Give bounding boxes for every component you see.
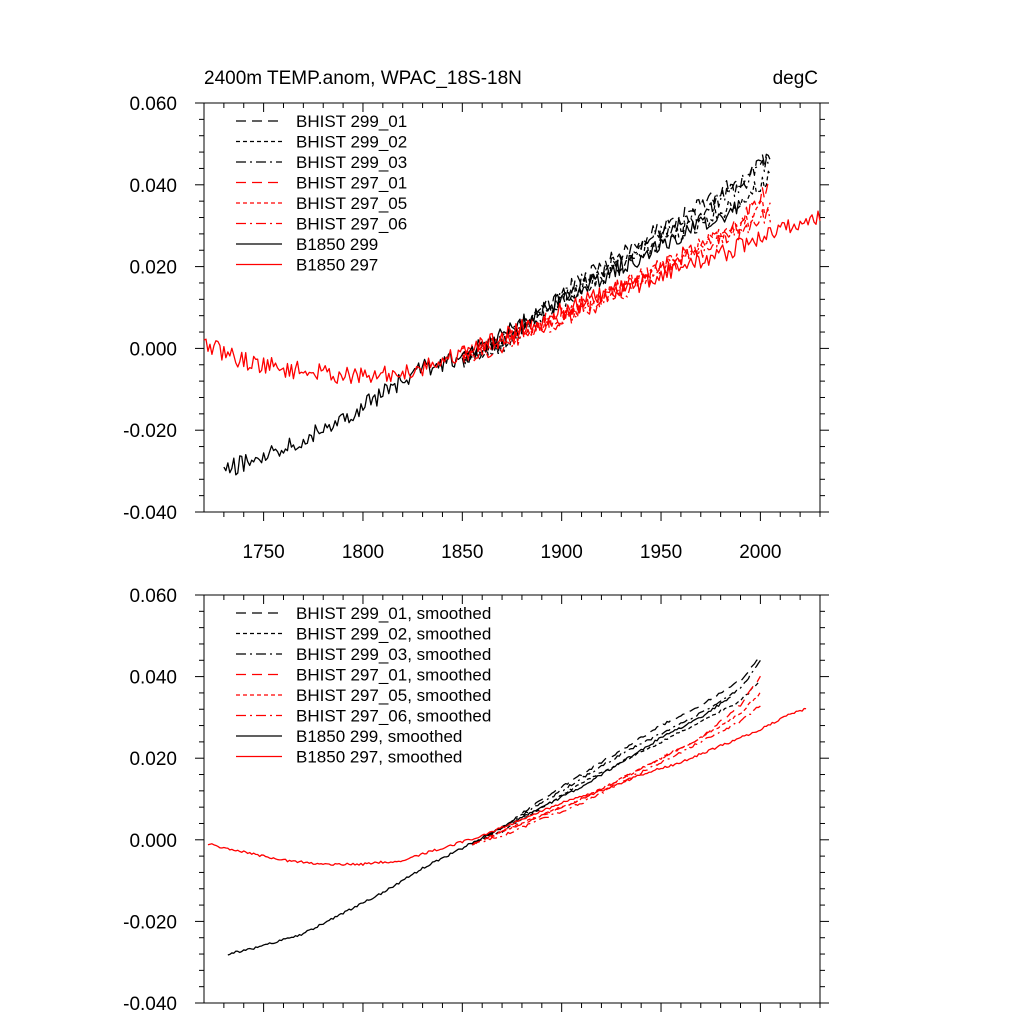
legend-label: BHIST 299_02 <box>296 133 407 152</box>
legend-label: BHIST 299_01 <box>296 112 407 131</box>
chart-title: 2400m TEMP.anom, WPAC_18S-18N <box>204 68 522 89</box>
y-tick-label: -0.020 <box>123 421 177 442</box>
series-line-3 <box>461 178 771 361</box>
legend-label: BHIST 297_01, smoothed <box>296 666 491 685</box>
legend-label: BHIST 299_01, smoothed <box>296 604 491 623</box>
legend-label: B1850 297 <box>296 256 378 275</box>
y-tick-label: -0.020 <box>123 912 177 933</box>
y-tick-label: -0.040 <box>123 503 177 524</box>
legend-label: BHIST 299_03, smoothed <box>296 645 491 664</box>
x-tick-label: 1800 <box>342 542 384 563</box>
x-tick-label: 1850 <box>441 542 483 563</box>
legend-label: BHIST 299_03 <box>296 153 407 172</box>
series-line-7 <box>203 210 821 384</box>
series-line-4 <box>471 691 761 846</box>
top-panel: 2400m TEMP.anom, WPAC_18S-18N degC 1750 180… <box>123 68 829 563</box>
y-tick-label: 0.040 <box>129 176 177 197</box>
series-line-5 <box>461 209 771 364</box>
series-line-2 <box>471 659 761 846</box>
series-line-5 <box>471 705 761 846</box>
bottom-panel: -0.040 -0.020 0.000 0.020 0.040 0.060 BHIST 29… <box>123 586 829 1015</box>
series-line-7 <box>207 707 807 866</box>
x-tick-label: 2000 <box>739 542 781 563</box>
units-label: degC <box>773 68 818 89</box>
y-tick-label: 0.000 <box>129 831 177 852</box>
y-tick-label: -0.040 <box>123 994 177 1015</box>
y-tick-label: 0.020 <box>129 258 177 279</box>
y-tick-label: 0.020 <box>129 749 177 770</box>
series-line-2 <box>461 157 771 369</box>
plot-frame <box>203 102 821 513</box>
y-tick-label: 0.040 <box>129 668 177 689</box>
legend-label: BHIST 297_01 <box>296 174 407 193</box>
legend-label: BHIST 297_06 <box>296 215 407 234</box>
series-line-3 <box>471 675 761 846</box>
legend-label: BHIST 297_05 <box>296 194 407 213</box>
y-tick-label: 0.060 <box>129 586 177 607</box>
series-line-0 <box>471 656 761 846</box>
x-tick-label: 1900 <box>541 542 583 563</box>
y-tick-label: 0.060 <box>129 94 177 115</box>
y-tick-label: 0.000 <box>129 339 177 360</box>
legend-label: BHIST 299_02, smoothed <box>296 625 491 644</box>
series-line-6 <box>227 696 731 956</box>
legend-label: B1850 299 <box>296 235 378 254</box>
legend-label: B1850 297, smoothed <box>296 748 462 767</box>
legend-label: B1850 299, smoothed <box>296 727 462 746</box>
plot-frame <box>203 594 821 1004</box>
x-tick-label: 1750 <box>242 542 284 563</box>
x-tick-label: 1950 <box>640 542 682 563</box>
legend-label: BHIST 297_06, smoothed <box>296 707 491 726</box>
legend-label: BHIST 297_05, smoothed <box>296 686 491 705</box>
